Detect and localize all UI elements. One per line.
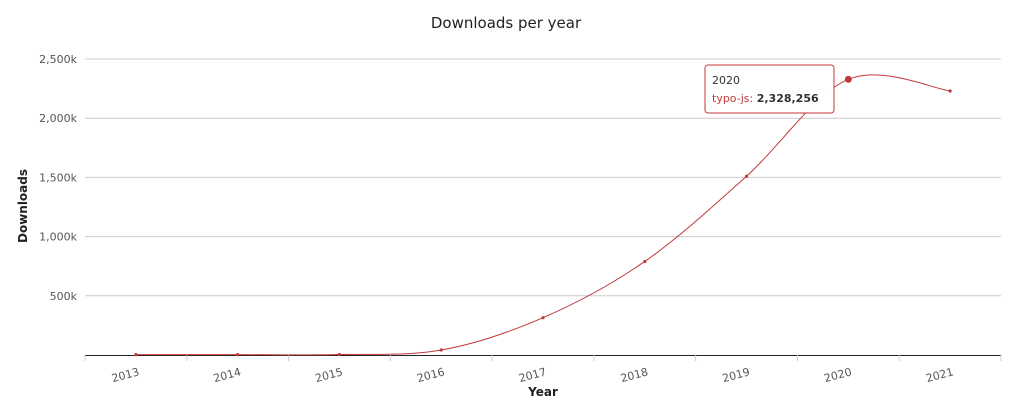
tooltip: 2020 typo-js: 2,328,256	[704, 64, 835, 114]
y-tick-label: 1,500k	[39, 171, 77, 184]
tooltip-series-label: typo-js:	[712, 92, 757, 105]
x-axis-ticks: 2013 2014 2015 2016 2017 2018 2019 2020 2021	[110, 365, 955, 385]
series-line-typo-js	[135, 74, 951, 356]
y-tick-label: 2,000k	[39, 112, 77, 125]
y-axis-label: Downloads	[16, 169, 30, 243]
data-point-2013[interactable]	[134, 353, 138, 357]
tooltip-value: 2,328,256	[757, 92, 819, 105]
x-tick-label: 2016	[416, 365, 446, 385]
x-tick-label: 2013	[110, 365, 140, 385]
y-tick-label: 1,000k	[39, 231, 77, 244]
y-tick-label: 2,500k	[39, 53, 77, 66]
x-tick-label: 2020	[823, 365, 853, 385]
gridlines	[85, 58, 1001, 297]
y-axis-ticks: 500k 1,000k 1,500k 2,000k 2,500k	[39, 53, 77, 303]
data-point-2017[interactable]	[541, 316, 545, 320]
data-point-2016[interactable]	[439, 348, 443, 352]
tooltip-background	[704, 64, 835, 114]
data-point-2018[interactable]	[643, 259, 647, 264]
data-point-2015[interactable]	[337, 352, 342, 357]
tooltip-category: 2020	[712, 74, 740, 87]
x-tick-label: 2017	[517, 365, 547, 385]
x-tick-label: 2021	[924, 365, 954, 385]
data-point-2019[interactable]	[744, 174, 749, 178]
data-point-2021[interactable]	[948, 89, 952, 93]
series-points[interactable]	[134, 75, 952, 357]
y-tick-label: 500k	[50, 290, 78, 303]
chart-title: Downloads per year	[431, 14, 582, 32]
x-tick-label: 2014	[212, 365, 242, 385]
data-point-2014[interactable]	[236, 353, 240, 357]
x-tick-label: 2015	[314, 365, 344, 385]
x-tick-label: 2018	[619, 365, 649, 385]
x-axis	[84, 355, 1002, 361]
x-axis-label: Year	[527, 385, 558, 399]
tooltip-series-row: typo-js: 2,328,256	[712, 92, 819, 105]
data-point-2020[interactable]	[844, 75, 852, 83]
x-tick-label: 2019	[721, 365, 751, 385]
